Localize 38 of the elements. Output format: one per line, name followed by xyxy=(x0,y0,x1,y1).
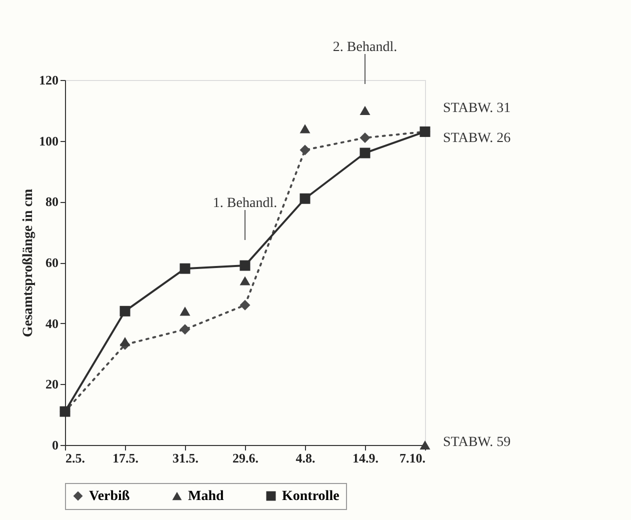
y-tick-label: 60 xyxy=(46,255,58,270)
point xyxy=(420,440,430,450)
x-tick-label: 7.10. xyxy=(400,450,426,466)
point xyxy=(120,306,130,316)
point xyxy=(180,306,190,316)
point xyxy=(120,337,130,346)
point xyxy=(300,144,310,156)
point xyxy=(360,132,370,144)
annotation: 1. Behandl. xyxy=(212,196,278,211)
annotation: 2. Behandl. xyxy=(332,40,398,55)
y-tick-label: 0 xyxy=(52,438,58,452)
text: STABW. 31 xyxy=(443,101,511,116)
text: STABW. 59 xyxy=(443,435,511,450)
x-tick-label: 17.5. xyxy=(112,450,138,466)
legend-label: Kontrolle xyxy=(282,489,340,504)
x-tick-label: 29.6. xyxy=(232,450,258,466)
x-tick-label: 2.5. xyxy=(66,450,85,466)
x-tick-label: 4.8. xyxy=(296,450,316,466)
legend-label: Mahd xyxy=(188,489,224,504)
y-tick-label: 20 xyxy=(46,376,58,392)
x-tick-label: 14.9. xyxy=(352,450,378,466)
y-axis-title: Gesamtsproßlänge in cm xyxy=(21,188,36,338)
point xyxy=(240,276,250,286)
y-tick-label: 120 xyxy=(39,72,58,88)
point xyxy=(300,193,310,204)
point xyxy=(180,263,190,274)
point xyxy=(300,124,310,134)
text: STABW. 26 xyxy=(443,131,511,146)
point xyxy=(240,300,250,310)
y-tick-label: 80 xyxy=(46,194,58,210)
y-tick-label: 40 xyxy=(46,316,58,331)
point xyxy=(240,260,250,271)
y-tick-label: 100 xyxy=(39,133,58,148)
point xyxy=(360,148,370,158)
point xyxy=(360,106,370,115)
x-tick-label: 31.5. xyxy=(172,450,198,466)
point xyxy=(180,324,190,335)
legend-label: Verbiß xyxy=(89,489,130,504)
